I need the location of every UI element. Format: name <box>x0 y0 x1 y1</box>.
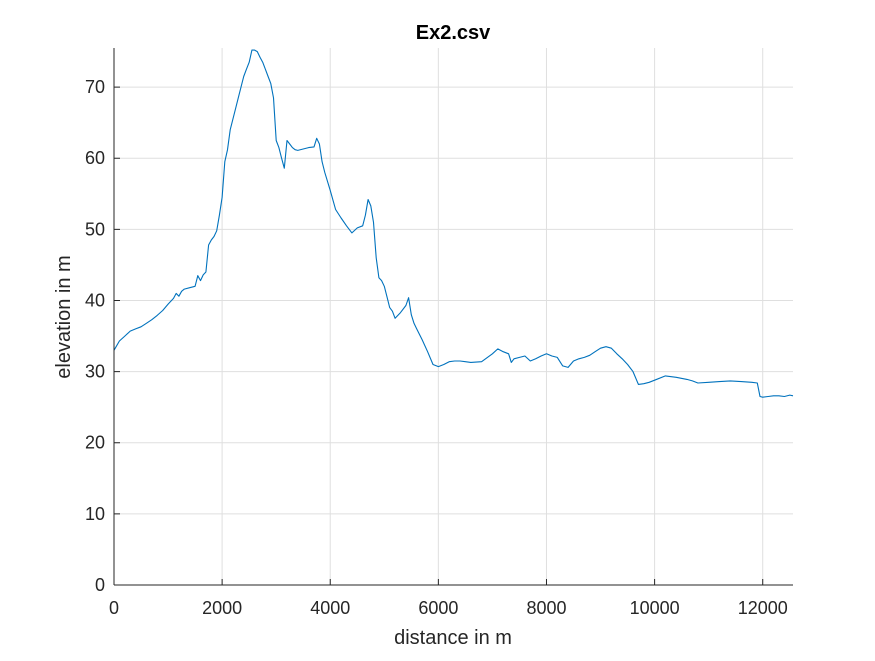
x-axis-label: distance in m <box>394 627 512 649</box>
y-tick-label: 10 <box>85 504 105 524</box>
x-ticks: 0 2000 4000 6000 8000 10000 12000 <box>109 579 788 618</box>
x-tick-label: 4000 <box>310 598 350 618</box>
x-tick-label: 6000 <box>418 598 458 618</box>
y-tick-label: 50 <box>85 219 105 239</box>
x-tick-label: 8000 <box>526 598 566 618</box>
y-tick-label: 30 <box>85 362 105 382</box>
y-tick-label: 0 <box>95 575 105 595</box>
x-tick-label: 10000 <box>630 598 680 618</box>
x-tick-label: 12000 <box>738 598 788 618</box>
elevation-series-line <box>113 49 794 398</box>
chart-title: Ex2.csv <box>416 22 491 44</box>
plot-background <box>114 48 793 585</box>
x-gridlines <box>113 48 764 585</box>
y-tick-label: 70 <box>85 77 105 97</box>
y-ticks: 0 10 20 30 40 50 60 70 <box>85 77 120 595</box>
y-gridlines <box>114 86 793 586</box>
x-tick-label: 2000 <box>202 598 242 618</box>
axes <box>113 48 793 586</box>
data-layer <box>113 49 794 398</box>
y-tick-label: 20 <box>85 433 105 453</box>
y-tick-label: 60 <box>85 148 105 168</box>
x-tick-label: 0 <box>109 598 119 618</box>
y-axis-label: elevation in m <box>53 255 75 378</box>
y-tick-label: 40 <box>85 290 105 310</box>
